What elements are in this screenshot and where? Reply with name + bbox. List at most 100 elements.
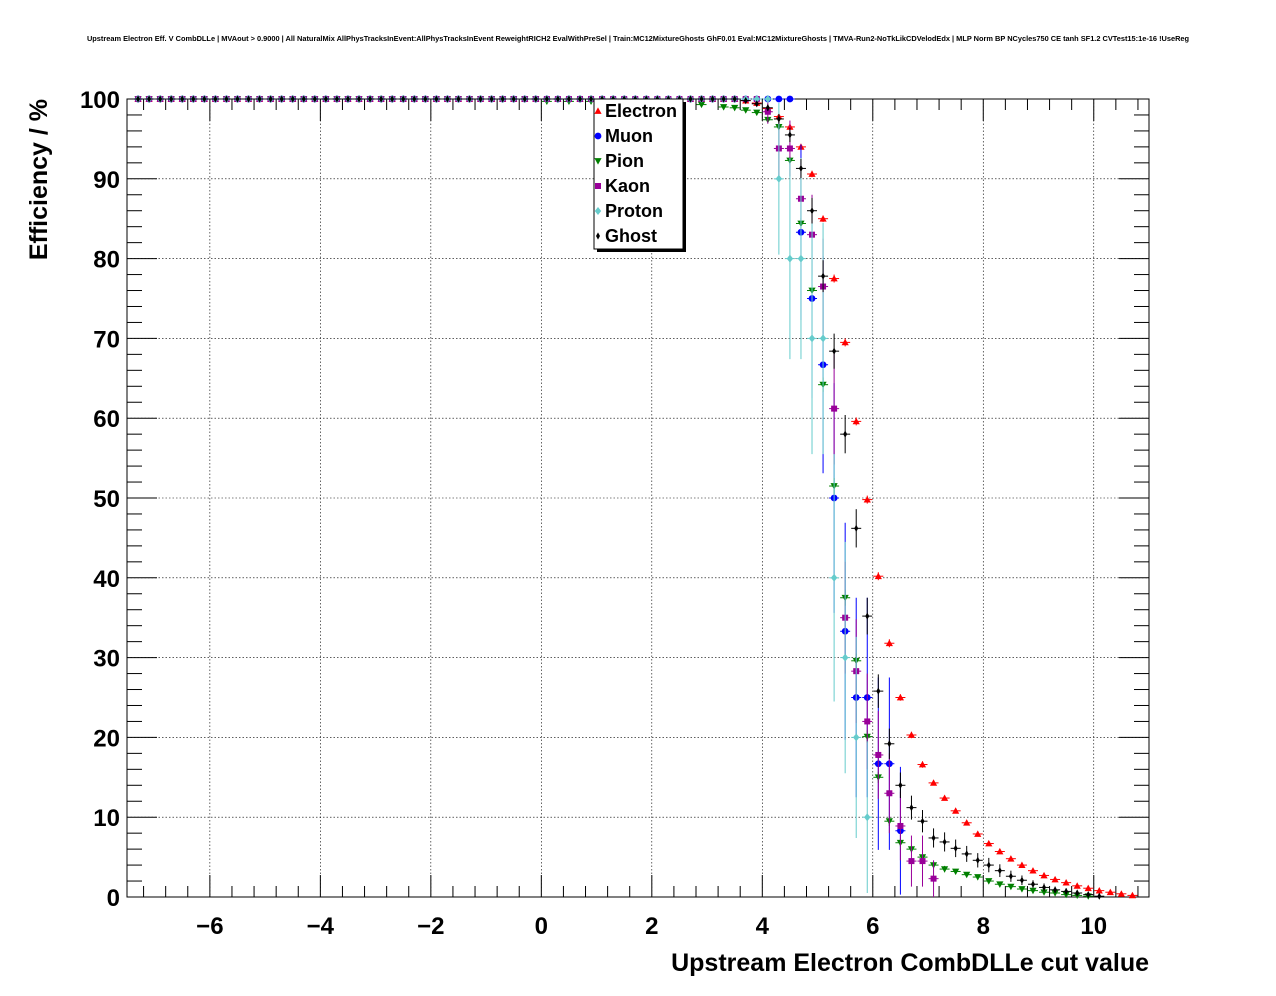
x-tick-label: 4 xyxy=(756,913,770,940)
legend-label-electron: Electron xyxy=(605,101,677,121)
data-point xyxy=(863,495,871,503)
data-point xyxy=(1073,882,1081,889)
data-point xyxy=(996,847,1004,855)
data-point xyxy=(753,95,760,103)
data-point xyxy=(1086,891,1091,899)
data-point xyxy=(841,338,849,346)
y-tick-label: 30 xyxy=(93,646,120,673)
legend-marker-ghost xyxy=(596,232,600,240)
data-point xyxy=(246,95,251,103)
data-series xyxy=(133,95,1138,900)
legend-marker-electron xyxy=(594,107,602,114)
data-point xyxy=(931,834,936,842)
data-point xyxy=(918,760,927,768)
series-ghost xyxy=(133,95,1105,900)
data-point xyxy=(787,131,792,139)
data-point xyxy=(301,95,306,103)
legend-label-pion: Pion xyxy=(605,151,644,171)
data-point xyxy=(876,687,881,695)
data-point xyxy=(268,95,273,103)
data-point xyxy=(821,272,826,280)
data-point xyxy=(952,807,960,814)
data-point xyxy=(732,95,737,103)
y-tick-label: 40 xyxy=(93,566,120,593)
data-point xyxy=(1064,887,1069,896)
data-point xyxy=(843,430,848,438)
data-point xyxy=(1007,883,1015,891)
legend-marker-pion xyxy=(594,158,602,165)
data-point xyxy=(776,115,781,123)
data-point xyxy=(831,405,838,412)
data-point xyxy=(808,334,816,343)
data-point xyxy=(1053,886,1058,894)
data-point xyxy=(1117,890,1125,897)
data-point xyxy=(368,95,373,103)
data-point xyxy=(1097,892,1102,900)
data-point xyxy=(401,95,406,103)
data-point xyxy=(1095,887,1103,894)
y-tick-label: 10 xyxy=(93,805,120,832)
data-point xyxy=(445,95,450,103)
data-point xyxy=(841,653,849,662)
legend-marker-muon xyxy=(594,132,602,140)
data-point xyxy=(742,107,750,114)
data-point xyxy=(158,95,163,103)
legend-label-kaon: Kaon xyxy=(605,176,650,196)
data-point xyxy=(279,95,284,103)
data-point xyxy=(798,164,803,173)
data-point xyxy=(1029,867,1037,874)
data-point xyxy=(885,639,893,647)
chart-title: Upstream Electron Eff. V CombDLLe | MVAo… xyxy=(86,34,1190,43)
data-point xyxy=(1084,884,1092,892)
data-point xyxy=(1051,875,1059,883)
data-point xyxy=(854,524,859,532)
data-point xyxy=(489,95,494,103)
data-point xyxy=(699,95,704,103)
data-point xyxy=(942,838,947,846)
data-point xyxy=(963,871,971,879)
data-point xyxy=(290,95,295,103)
data-point xyxy=(577,95,582,103)
data-point xyxy=(1008,872,1013,880)
y-tick-label: 60 xyxy=(93,406,120,433)
y-tick-label: 20 xyxy=(93,725,120,752)
x-tick-label: −4 xyxy=(307,913,335,940)
data-point xyxy=(775,174,783,183)
data-point xyxy=(929,779,938,786)
data-point xyxy=(754,100,759,108)
x-tick-label: 2 xyxy=(645,913,658,940)
y-tick-label: 80 xyxy=(93,247,120,274)
data-point xyxy=(555,95,560,103)
data-point xyxy=(953,844,958,852)
data-point xyxy=(1018,861,1026,868)
data-point xyxy=(810,207,815,215)
data-point xyxy=(1106,888,1114,896)
data-point xyxy=(147,95,152,103)
data-point xyxy=(721,95,726,103)
x-tick-labels: −6 −4 −2 0 2 4 6 8 10 xyxy=(196,913,1107,940)
data-point xyxy=(920,817,925,825)
y-axis-title: Efficiency / % xyxy=(25,99,53,260)
data-point xyxy=(1075,889,1080,897)
data-point xyxy=(974,830,982,837)
data-point xyxy=(830,274,838,282)
data-point xyxy=(864,718,871,725)
y-tick-label: 0 xyxy=(107,885,120,912)
data-point xyxy=(224,95,229,103)
legend-label-proton: Proton xyxy=(605,201,663,221)
data-point xyxy=(874,572,882,580)
data-point xyxy=(323,95,328,103)
data-point xyxy=(974,874,982,881)
legend-marker-proton xyxy=(594,207,602,215)
data-point xyxy=(832,347,837,355)
data-point xyxy=(191,95,196,103)
data-point xyxy=(985,839,993,847)
data-point xyxy=(1062,879,1070,886)
data-point xyxy=(875,751,882,758)
data-point xyxy=(500,95,505,103)
data-point xyxy=(786,95,794,103)
data-point xyxy=(1018,886,1026,893)
data-point xyxy=(544,95,549,103)
data-point xyxy=(235,95,240,103)
